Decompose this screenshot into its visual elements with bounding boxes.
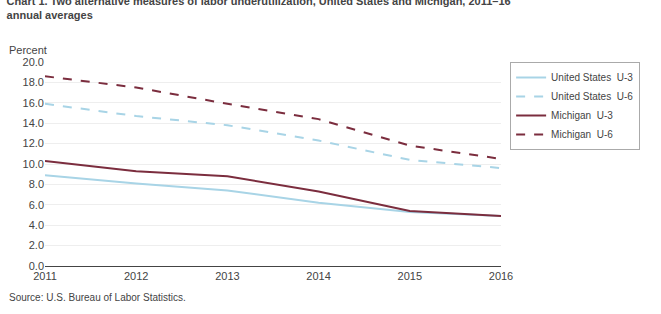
svg-text:18.0: 18.0 [23,76,44,88]
svg-text:Michigan U-3: Michigan U-3 [551,110,613,121]
svg-text:10.0: 10.0 [23,158,44,170]
svg-text:12.0: 12.0 [23,137,44,149]
svg-text:Chart 1. Two alternative measu: Chart 1. Two alternative measures of lab… [7,0,511,21]
svg-text:8.0: 8.0 [29,178,44,190]
svg-text:2012: 2012 [124,270,148,282]
svg-text:2014: 2014 [306,270,330,282]
svg-text:2.0: 2.0 [29,239,44,251]
svg-text:United States U-3: United States U-3 [551,72,633,83]
svg-text:Michigan U-6: Michigan U-6 [551,129,613,140]
svg-text:4.0: 4.0 [29,219,44,231]
svg-text:Source: U.S. Bureau of Labor S: Source: U.S. Bureau of Labor Statistics. [9,292,186,303]
svg-text:Percent: Percent [9,44,47,56]
svg-text:14.0: 14.0 [23,117,44,129]
svg-text:6.0: 6.0 [29,199,44,211]
svg-text:2015: 2015 [398,270,422,282]
svg-text:2013: 2013 [215,270,239,282]
svg-text:16.0: 16.0 [23,97,44,109]
svg-text:0.0: 0.0 [29,260,44,272]
svg-text:2011: 2011 [33,270,57,282]
svg-text:2016: 2016 [489,270,513,282]
svg-text:United States U-6: United States U-6 [551,91,633,102]
svg-text:20.0: 20.0 [23,56,44,68]
